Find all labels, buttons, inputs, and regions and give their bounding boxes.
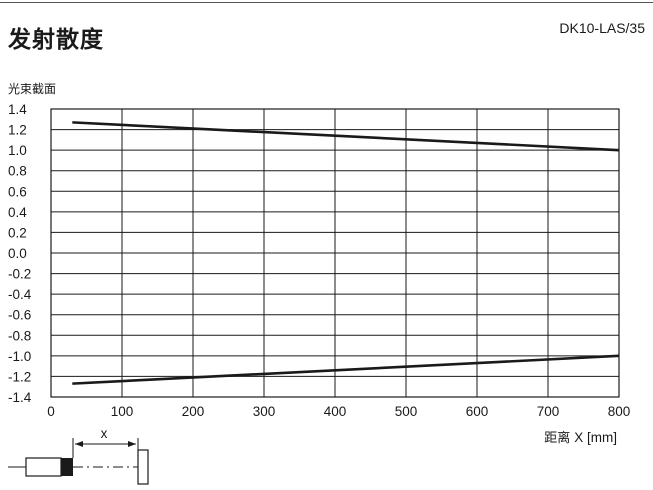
y-tick-label: -1.4 [8,390,32,405]
y-tick-labels: 1.4 1.2 1.0 0.8 0.6 0.4 0.2 0.0 -0.2 -0.4 -0.6 -0.8… [8,102,32,405]
y-tick-label: -1.0 [8,349,31,364]
arrow-left [75,441,83,447]
x-axis-label-cn: 距离 [544,430,570,446]
y-tick-label: 0.0 [8,246,27,261]
page-title: 发射散度 [8,26,104,53]
y-tick-label: -0.2 [8,267,31,282]
x-tick-label: 100 [111,404,134,419]
sensor-diagram [8,438,149,485]
y-tick-label: 1.0 [8,143,27,158]
y-tick-label: 1.4 [8,102,27,117]
y-tick-label: 0.2 [8,225,27,240]
y-tick-label: 0.4 [8,205,27,220]
y-tick-label: -0.4 [8,287,32,302]
header-rule [0,2,653,3]
y-tick-label: -0.8 [8,328,31,343]
x-tick-label: 200 [182,404,205,419]
x-axis-label: 距离 X [mm] [544,430,617,446]
plot-frame [50,108,620,398]
x-tick-label: 600 [466,404,489,419]
x-tick-label: 500 [395,404,418,419]
y-axis-label: 光束截面 [8,82,57,96]
x-tick-label: 0 [47,404,55,419]
sensor-lens [61,458,73,476]
chart-grid [50,108,620,398]
distance-label: x [101,426,108,441]
y-tick-label: 1.2 [8,123,27,138]
y-tick-label: 0.6 [8,184,27,199]
y-tick-label: 0.8 [8,164,27,179]
series-line-upper [72,121,620,152]
model-number: DK10-LAS/35 [559,20,645,36]
x-tick-label: 800 [608,404,631,419]
sensor-body [25,457,62,477]
y-tick-label: -0.6 [8,308,31,323]
x-tick-label: 700 [537,404,560,419]
series-line-lower [72,354,620,385]
y-tick-label: -1.2 [8,369,31,384]
x-tick-labels: 0 100 200 300 400 500 600 700 800 [47,404,630,419]
x-axis-label-en: X [mm] [574,430,617,445]
x-tick-label: 400 [324,404,347,419]
reflector [137,449,149,485]
arrow-right [128,441,136,447]
chart-series [72,121,620,385]
x-tick-label: 300 [253,404,276,419]
